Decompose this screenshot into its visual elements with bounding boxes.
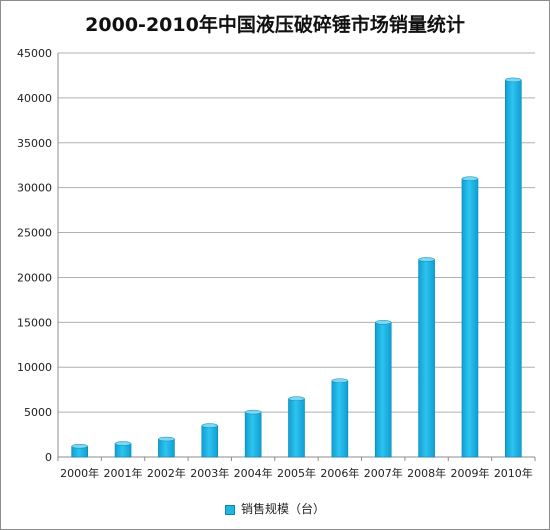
y-tick-label: 15000: [17, 316, 52, 329]
bar-cap: [71, 443, 88, 449]
y-tick-label: 5000: [24, 406, 52, 419]
y-tick-label: 10000: [17, 361, 52, 374]
x-tick-label: 2006年: [320, 466, 359, 480]
bar-cap: [114, 441, 132, 446]
bar-2010年: [505, 79, 522, 458]
bar-2008年: [418, 259, 435, 458]
bar-2003年: [201, 425, 219, 458]
x-tick-label: 2009年: [450, 466, 489, 480]
bar-2009年: [461, 178, 479, 458]
y-tick-label: 0: [45, 451, 52, 464]
bar-cap: [288, 396, 305, 401]
y-tick-label: 35000: [17, 137, 52, 150]
y-tick-label: 20000: [17, 271, 52, 284]
x-tick-label: 2008年: [407, 466, 446, 480]
y-axis-tick-labels: 0 5000 10000 15000 20000 25000 30000 35000 40000…: [17, 47, 52, 464]
y-tick-label: 40000: [17, 92, 52, 105]
x-axis-tick-labels: 2000年 2001年 2002年 2003年 2004年 2005年 2006年 2007年…: [57, 457, 536, 480]
bar-2006年: [331, 380, 349, 458]
x-tick-label: 2000年: [60, 466, 99, 480]
bar-2007年: [374, 322, 392, 458]
bar-cap: [244, 409, 262, 415]
legend: 销售规模（台）: [0, 500, 550, 517]
y-tick-label: 25000: [17, 227, 52, 240]
bar-cap: [201, 423, 219, 428]
x-tick-label: 2003年: [190, 466, 229, 480]
x-tick-label: 2001年: [104, 466, 143, 480]
x-tick-label: 2004年: [234, 466, 273, 480]
bar-cap: [374, 320, 392, 325]
bar-2002年: [158, 438, 175, 458]
y-tick-label: 30000: [17, 182, 52, 195]
x-tick-label: 2002年: [147, 466, 186, 480]
x-tick-label: 2007年: [364, 466, 403, 480]
bar-cap: [461, 176, 479, 181]
x-tick-label: 2010年: [494, 466, 533, 480]
bars: [71, 77, 522, 458]
bar-cap: [158, 436, 175, 442]
bar-2005年: [288, 398, 305, 458]
legend-label: 销售规模（台）: [240, 502, 325, 516]
x-tick-label: 2005年: [277, 466, 316, 480]
bar-cap: [505, 77, 522, 83]
bar-cap: [331, 378, 349, 383]
y-tick-label: 45000: [17, 47, 52, 60]
bar-2004年: [244, 411, 262, 458]
chart-title: 2000-2010年中国液压破碎锤市场销量统计: [85, 14, 465, 36]
bar-cap: [418, 257, 435, 262]
legend-swatch: [224, 504, 235, 515]
